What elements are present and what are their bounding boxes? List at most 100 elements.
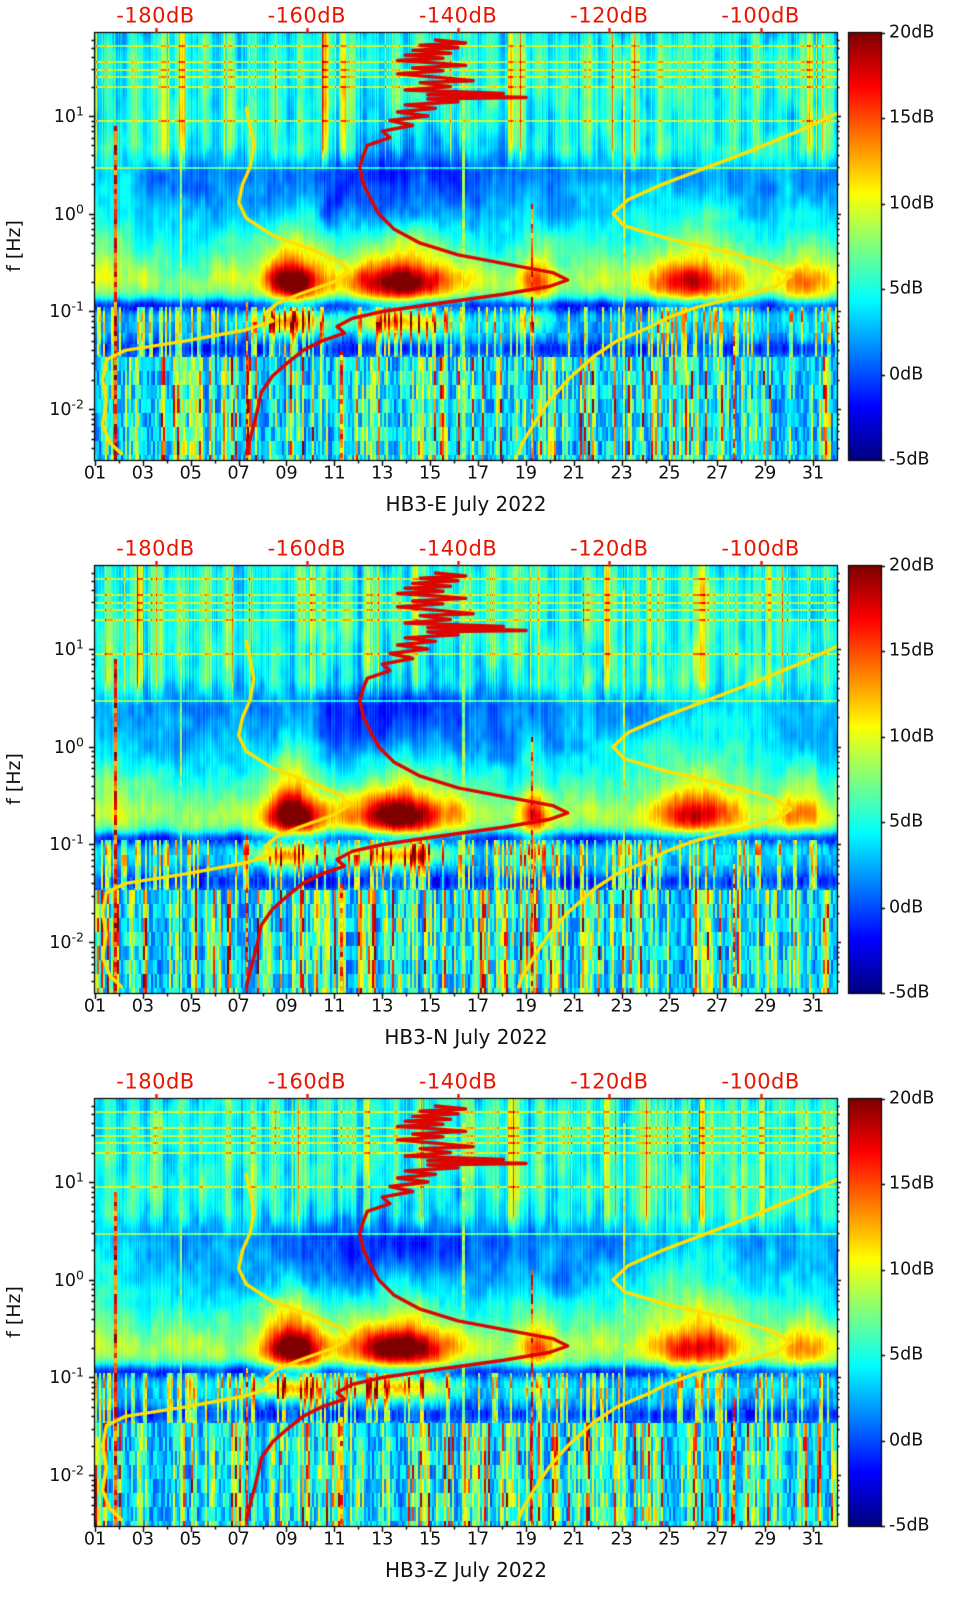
panel-title-hb3-e: HB3-E July 2022 [385,492,547,516]
x-tick-label: 05 [179,463,202,484]
panel-title-hb3-z: HB3-Z July 2022 [385,1558,547,1582]
colorbar-tick-label: 20dB [889,555,935,576]
y-tick-label: 101 [18,1171,84,1192]
colorbar-tick-label: 5dB [889,1344,924,1365]
spectrogram-canvas-hb3-e [0,0,962,533]
colorbar-tick-label: -5dB [889,449,930,470]
x-tick-label: 29 [754,996,777,1017]
y-tick-label: 10-2 [18,1462,84,1487]
x-tick-label: 11 [323,996,346,1017]
colorbar-tick-label: 5dB [889,278,924,299]
x-tick-label: 01 [83,996,107,1017]
colorbar-tick-label: 0dB [889,896,924,917]
panel-title-hb3-n: HB3-N July 2022 [384,1025,548,1049]
y-tick-exponent: 1 [76,103,84,119]
x-tick-label: 03 [131,1529,154,1550]
axis-labels-layer: -180dB -160dB -140dB -120dB -100dB 01 03 05 07 09… [0,533,962,1066]
x-tick-label: 23 [610,463,633,484]
x-tick-label: 09 [275,1529,298,1550]
x-tick-label: 01 [83,463,107,484]
colorbar-tick-label: 10dB [889,193,935,214]
x-tick-label: 31 [801,996,825,1017]
colorbar-tick-label: 10dB [889,726,935,747]
y-tick-base: 10 [49,400,72,421]
y-tick-label: 100 [18,734,84,758]
y-axis-title: f [Hz] [3,1286,25,1338]
y-tick-label: 100 [18,202,84,225]
top-axis-tick-label: -120dB [570,1069,649,1094]
x-tick-label: 29 [754,1529,777,1550]
y-tick-exponent: 0 [76,734,84,750]
x-tick-label: 01 [83,1529,107,1550]
x-tick-label: 25 [658,463,681,484]
x-tick-label: 15 [418,1529,442,1550]
colorbar-tick-label: 10dB [889,1259,935,1280]
x-tick-label: 17 [466,463,490,484]
x-tick-label: 09 [275,463,298,484]
colorbar-tick-label: -5dB [889,982,930,1003]
x-tick-label: 31 [801,1529,825,1550]
panel-hb3-z: -180dB -160dB -140dB -120dB -100dB 01 03 05 07 09… [0,1066,962,1599]
x-tick-label: 25 [658,996,681,1017]
top-axis-tick-label: -160dB [267,3,346,28]
y-tick-exponent: -2 [71,396,84,412]
x-tick-label: 17 [466,996,490,1017]
spectrogram-canvas-hb3-z [0,1066,962,1599]
panel-hb3-e: -180dB -160dB -140dB -120dB -100dB 01 03 05 07 09… [0,0,962,533]
colorbar-tick-label: -5dB [889,1515,930,1536]
y-tick-label: 10-2 [18,929,84,953]
top-axis-tick-label: -120dB [570,536,649,561]
top-axis-tick-label: -180dB [116,3,195,28]
y-tick-base: 10 [53,640,77,661]
x-tick-label: 11 [323,463,346,484]
y-axis-title: f [Hz] [3,753,25,805]
x-tick-label: 21 [562,463,585,484]
x-tick-label: 27 [706,463,729,484]
y-tick-exponent: -2 [71,929,84,945]
x-tick-label: 27 [706,1529,729,1550]
spectrogram-canvas-hb3-n [0,533,962,1066]
x-tick-label: 13 [371,463,394,484]
y-tick-base: 10 [53,1270,77,1291]
y-tick-base: 10 [53,737,77,758]
top-axis-tick-label: -160dB [267,1069,346,1094]
x-tick-label: 25 [658,1529,681,1550]
y-tick-base: 10 [53,204,77,225]
x-tick-label: 15 [418,463,442,484]
y-tick-exponent: -1 [71,831,84,847]
y-tick-label: 101 [18,638,84,659]
colorbar-tick-label: 20dB [889,1088,935,1109]
axis-labels-layer: -180dB -160dB -140dB -120dB -100dB 01 03 05 07 09… [0,1066,962,1599]
x-tick-label: 27 [706,996,729,1017]
x-tick-label: 11 [323,1529,346,1550]
x-tick-label: 21 [562,1529,585,1550]
x-tick-label: 19 [514,1529,537,1550]
top-axis-tick-label: -120dB [570,3,649,28]
x-tick-label: 29 [754,463,777,484]
top-axis-tick-label: -140dB [418,536,498,561]
y-tick-label: 100 [18,1268,84,1291]
y-tick-exponent: -2 [71,1462,84,1478]
axis-labels-layer: -180dB -160dB -140dB -120dB -100dB 01 03 05 07 09… [0,0,962,533]
y-tick-exponent: -1 [71,298,84,314]
x-tick-label: 17 [466,1529,490,1550]
colorbar-tick-label: 0dB [889,363,924,384]
top-axis-tick-label: -180dB [116,536,195,561]
y-tick-label: 10-1 [18,831,84,855]
x-tick-label: 03 [131,463,154,484]
x-tick-label: 13 [371,996,394,1017]
colorbar-tick-label: 15dB [889,107,935,128]
y-tick-label: 101 [18,105,84,126]
y-tick-base: 10 [53,1173,77,1194]
x-tick-label: 05 [179,1529,202,1550]
y-tick-base: 10 [49,302,72,323]
y-tick-exponent: -1 [71,1364,84,1380]
top-axis-tick-label: -160dB [267,536,346,561]
y-tick-base: 10 [49,1368,72,1389]
x-tick-label: 31 [801,463,825,484]
x-tick-label: 23 [610,1529,633,1550]
y-tick-base: 10 [49,1466,72,1487]
colorbar-tick-label: 5dB [889,811,924,832]
y-tick-label: 10-1 [18,1364,84,1389]
